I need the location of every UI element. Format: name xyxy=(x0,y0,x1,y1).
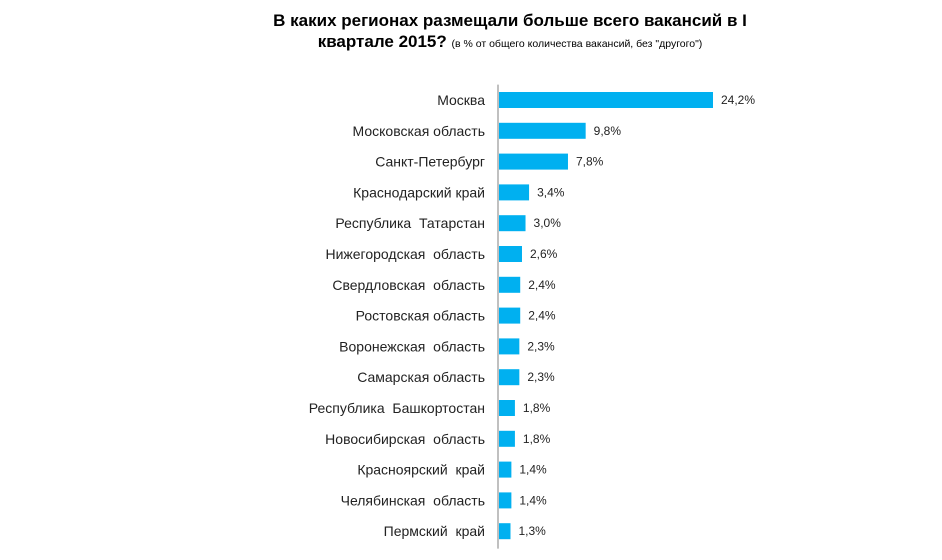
value-label-9: 2,3% xyxy=(527,339,555,353)
chart-title-line-2-text: квартале 2015? xyxy=(317,32,447,51)
bar-7 xyxy=(499,276,521,293)
bar-9 xyxy=(499,338,520,355)
bar-5 xyxy=(499,215,526,232)
category-label-13: Красноярский край xyxy=(357,462,485,478)
bar-15 xyxy=(499,523,511,540)
bar-6 xyxy=(499,246,522,262)
category-label-4: Краснодарский край xyxy=(353,184,485,200)
bar-8 xyxy=(499,307,521,324)
category-label-6: Нижегородская область xyxy=(325,246,485,262)
bar-14 xyxy=(499,492,512,509)
value-label-1: 24,2% xyxy=(721,93,755,107)
bar-2 xyxy=(499,122,586,139)
category-label-10: Самарская область xyxy=(357,369,485,385)
value-label-5: 3,0% xyxy=(534,216,562,230)
value-label-15: 1,3% xyxy=(518,524,546,538)
bars-group xyxy=(499,92,713,540)
category-label-5: Республика Татарстан xyxy=(335,215,485,231)
bar-11 xyxy=(499,400,515,416)
value-label-6: 2,6% xyxy=(530,247,558,261)
value-label-13: 1,4% xyxy=(519,463,547,477)
value-label-2: 9,8% xyxy=(594,124,622,138)
value-label-10: 2,3% xyxy=(527,370,555,384)
bar-12 xyxy=(499,430,515,447)
category-labels-group: Москва Московская область Санкт-Петербург К… xyxy=(309,92,485,539)
bar-1 xyxy=(499,92,713,108)
category-label-15: Пермский край xyxy=(384,523,485,539)
value-label-8: 2,4% xyxy=(528,309,556,323)
value-label-3: 7,8% xyxy=(576,155,604,169)
category-label-3: Санкт-Петербург xyxy=(375,154,485,170)
category-label-11: Республика Башкортостан xyxy=(309,400,485,416)
chart-subtitle: (в % от общего количества вакансий, без … xyxy=(451,38,703,50)
category-label-8: Ростовская область xyxy=(356,308,485,324)
bar-13 xyxy=(499,461,512,478)
bar-4 xyxy=(499,184,530,201)
value-label-7: 2,4% xyxy=(528,278,556,292)
value-label-4: 3,4% xyxy=(537,185,565,199)
value-label-11: 1,8% xyxy=(523,401,551,415)
chart-title-line-2: квартале 2015? (в % от общего количества… xyxy=(230,31,790,55)
value-label-12: 1,8% xyxy=(523,432,551,446)
category-label-7: Свердловская область xyxy=(332,277,485,293)
category-label-1: Москва xyxy=(437,92,485,108)
chart-title: В каких регионах размещали больше всего … xyxy=(230,10,790,55)
category-label-12: Новосибирская область xyxy=(325,431,485,447)
category-label-2: Московская область xyxy=(353,123,485,139)
value-labels-group: 24,2% 9,8% 7,8% 3,4% 3,0% 2,6% 2,4% 2,4% 2,3% 2,3… xyxy=(518,93,755,538)
chart-title-line-1: В каких регионах размещали больше всего … xyxy=(273,11,747,30)
bar-10 xyxy=(499,369,520,386)
bar-3 xyxy=(499,153,568,170)
value-label-14: 1,4% xyxy=(519,493,547,507)
category-label-14: Челябинская область xyxy=(341,492,485,508)
category-label-9: Воронежская область xyxy=(339,338,485,354)
